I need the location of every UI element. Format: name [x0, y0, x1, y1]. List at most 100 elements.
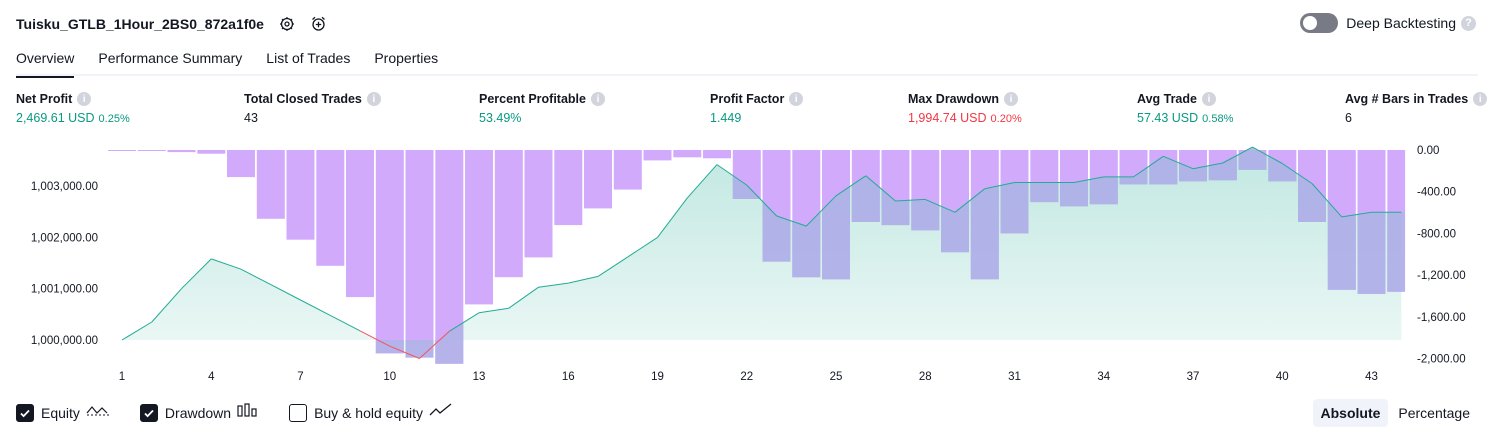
x-axis-tick: 4: [208, 371, 215, 383]
x-axis-tick: 10: [383, 371, 396, 383]
equity-line-segment: [508, 286, 539, 309]
drawdown-bar: [494, 150, 523, 278]
equity-line-segment: [835, 175, 867, 197]
metric-label: Percent Profitable: [479, 92, 586, 106]
equity-line-segment: [389, 345, 420, 359]
metric-total-closed-trades: Total Closed Trades i 43: [244, 92, 381, 125]
drawdown-overlap: [1268, 155, 1297, 182]
equity-line-segment: [1252, 146, 1283, 164]
percentage-button[interactable]: Percentage: [1398, 405, 1470, 421]
metric-label: Profit Factor: [710, 92, 785, 106]
metric-avg-bars: Avg # Bars in Trades i 6: [1345, 92, 1488, 125]
info-icon[interactable]: i: [1004, 92, 1018, 106]
add-alert-icon[interactable]: [310, 15, 328, 33]
right-axis-tick: 0.00: [1417, 145, 1439, 157]
drawdown-bar: [375, 150, 404, 354]
equity-line-segment: [270, 284, 301, 301]
deep-backtesting-toggle[interactable]: [1300, 13, 1339, 33]
absolute-button[interactable]: Absolute: [1312, 399, 1389, 427]
metrics-row: Net Profit i 2,469.61 USD 0.25% Total Clos…: [16, 92, 1488, 132]
drawdown-bar: [703, 150, 731, 159]
equity-line-icon: [86, 403, 110, 422]
drawdown-overlap: [1327, 201, 1356, 290]
drawdown-bar: [316, 150, 345, 266]
drawdown-bar: [673, 150, 702, 158]
equity-line-segment: [776, 215, 807, 227]
equity-line-segment: [1073, 176, 1104, 183]
legend-drawdown-label: Drawdown: [164, 404, 232, 421]
drawdown-checkbox[interactable]: [139, 403, 158, 422]
x-axis-tick: 28: [919, 371, 932, 383]
tab-list-of-trades[interactable]: List of Trades: [266, 50, 351, 66]
metric-percent: 0.25%: [98, 113, 130, 125]
drawdown-bar: [465, 150, 493, 305]
equity-line-segment: [1163, 155, 1194, 170]
drawdown-bar: [524, 150, 553, 258]
equity-line-segment: [449, 312, 480, 332]
drawdown-overlap: [822, 186, 850, 280]
report-tabs: Overview Performance Summary List of Tra…: [16, 46, 1478, 78]
equity-line-segment: [627, 236, 658, 258]
x-axis-tick: 37: [1187, 371, 1200, 383]
drawdown-overlap: [792, 211, 821, 278]
tab-properties[interactable]: Properties: [374, 50, 439, 66]
deep-backtesting: Deep Backtesting ?: [1300, 13, 1476, 33]
legend-buy-hold[interactable]: Buy & hold equity: [289, 403, 453, 422]
drawdown-overlap: [881, 189, 910, 226]
equity-line-segment: [359, 330, 391, 347]
legend-buy-hold-label: Buy & hold equity: [314, 404, 424, 421]
equity-line-segment: [419, 330, 450, 359]
info-icon[interactable]: i: [366, 92, 381, 106]
metric-label: Max Drawdown: [908, 92, 999, 106]
drawdown-bar: [197, 150, 226, 154]
drawdown-bar: [227, 150, 255, 178]
drawdown-overlap: [1208, 155, 1237, 181]
left-axis-tick: 1,001,000.00: [31, 284, 98, 296]
equity-line-segment: [1133, 155, 1164, 178]
equity-line-segment: [686, 164, 718, 199]
drawdown-overlap: [911, 199, 940, 231]
metric-value: 1,994.74 USD: [908, 111, 987, 125]
metric-percent: 0.20%: [990, 113, 1022, 125]
equity-line-segment: [865, 175, 896, 202]
help-icon[interactable]: ?: [1461, 15, 1476, 31]
metric-value: 1.449: [710, 111, 742, 125]
drawdown-bar: [643, 150, 672, 161]
drawdown-bar: [554, 150, 583, 226]
x-axis-tick: 1: [119, 371, 125, 383]
metric-avg-trade: Avg Trade i 57.43 USD 0.58%: [1137, 92, 1233, 125]
settings-icon[interactable]: [278, 15, 296, 33]
tab-overview[interactable]: Overview: [16, 46, 75, 78]
legend-equity[interactable]: Equity: [16, 403, 110, 422]
drawdown-overlap: [1298, 174, 1326, 222]
x-axis-tick: 25: [830, 371, 843, 383]
info-icon[interactable]: i: [77, 92, 92, 106]
legend-drawdown[interactable]: Drawdown: [139, 403, 259, 422]
buy-hold-checkbox[interactable]: [289, 403, 308, 422]
equity-checkbox[interactable]: [16, 403, 34, 422]
info-icon[interactable]: i: [590, 92, 605, 106]
drawdown-bar: [137, 150, 166, 151]
info-icon[interactable]: i: [1473, 92, 1488, 106]
equity-line-segment: [716, 164, 748, 186]
strategy-header: Tuisku_GTLB_1Hour_2BS0_872a1f0e: [16, 12, 328, 36]
info-icon[interactable]: i: [1201, 92, 1216, 106]
info-icon[interactable]: i: [789, 92, 804, 106]
equity-line-segment: [300, 299, 331, 316]
drawdown-overlap: [1238, 147, 1267, 170]
strategy-title: Tuisku_GTLB_1Hour_2BS0_872a1f0e: [16, 16, 264, 32]
tab-performance-summary[interactable]: Performance Summary: [98, 50, 243, 66]
equity-drawdown-chart[interactable]: 1,000,000.00 1,001,000.00 1,002,000.00 1,00…: [0, 140, 1494, 390]
metric-profit-factor: Profit Factor i 1.449: [710, 92, 804, 125]
x-axis-tick: 31: [1008, 371, 1021, 383]
equity-line-segment: [151, 288, 182, 323]
drawdown-overlap: [970, 185, 999, 280]
x-axis-tick: 16: [562, 371, 575, 383]
drawdown-overlap: [1030, 182, 1059, 203]
metric-label: Avg Trade: [1137, 92, 1197, 106]
metric-percent-profitable: Percent Profitable i 53.49%: [479, 92, 605, 125]
drawdown-overlap: [1387, 212, 1405, 292]
view-mode-switch: Absolute Percentage: [1311, 399, 1479, 427]
equity-line-segment: [330, 314, 361, 332]
metric-label: Net Profit: [16, 92, 73, 106]
